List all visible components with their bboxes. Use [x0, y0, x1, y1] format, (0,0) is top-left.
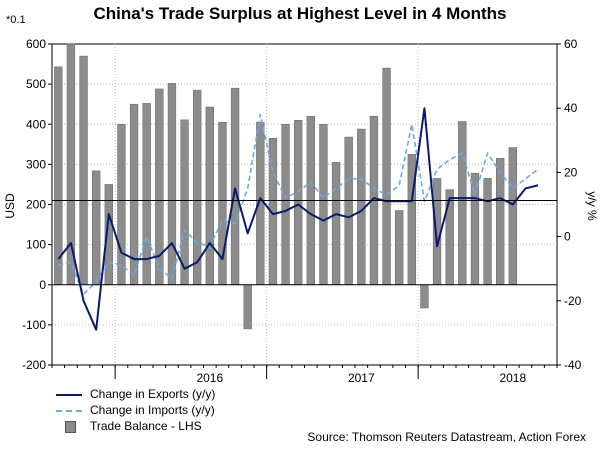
trade-balance-bar — [92, 170, 101, 285]
axes-group: -200-1000100200300400500600-40-200204060… — [22, 37, 582, 385]
legend-swatch-imports — [56, 410, 82, 412]
trade-balance-bar — [243, 284, 252, 330]
y-right-tick-label: 20 — [564, 165, 578, 179]
legend-item-imports: Change in Imports (y/y) — [56, 402, 215, 418]
source-note: Source: Thomson Reuters Datastream, Acti… — [307, 430, 586, 444]
y-left-tick-label: 200 — [26, 198, 46, 212]
trade-balance-bar — [54, 66, 63, 285]
trade-balance-bar — [508, 147, 517, 285]
y-left-tick-label: -200 — [22, 358, 46, 372]
trade-balance-bar — [470, 172, 480, 285]
trade-balance-bar — [382, 67, 391, 285]
legend-label-exports: Change in Exports (y/y) — [90, 387, 216, 401]
trade-balance-bar — [66, 43, 76, 285]
trade-balance-bar — [395, 210, 404, 285]
chart-title: China's Trade Surplus at Highest Level i… — [93, 4, 507, 23]
unit-note: *0.1 — [6, 14, 26, 26]
y-axis-left-label: USD — [3, 193, 17, 219]
legend-swatch-exports — [56, 394, 82, 396]
imports-line — [58, 113, 539, 296]
trade-balance-bar — [230, 87, 240, 285]
y-right-tick-label: 40 — [564, 101, 578, 115]
legend-item-exports: Change in Exports (y/y) — [56, 386, 215, 402]
y-axis-right-label: y/y % — [585, 191, 599, 221]
trade-balance-bar — [445, 189, 454, 285]
x-year-label: 2017 — [348, 371, 375, 385]
y-left-tick-label: 300 — [26, 157, 46, 171]
trade-balance-bar — [483, 178, 492, 285]
y-left-tick-label: 100 — [26, 238, 46, 252]
y-left-tick-label: 600 — [26, 37, 46, 51]
bars-group — [54, 43, 517, 330]
exports-line — [57, 107, 539, 331]
trade-balance-bar — [167, 83, 177, 286]
trade-balance-bar — [180, 119, 189, 286]
trade-balance-bar — [294, 119, 303, 285]
trade-balance-bar — [331, 162, 341, 285]
trade-balance-bar — [117, 124, 126, 285]
y-right-tick-label: -40 — [564, 358, 582, 372]
lines-group — [57, 107, 539, 331]
trade-balance-bar — [420, 284, 429, 309]
trade-balance-bar — [281, 124, 290, 285]
legend-item-balance: Trade Balance - LHS — [56, 418, 215, 434]
y-left-tick-label: 0 — [39, 278, 46, 292]
trade-balance-bar — [496, 158, 505, 285]
y-right-tick-label: -20 — [564, 294, 582, 308]
trade-balance-bar — [319, 124, 328, 285]
trade-balance-bar — [218, 121, 227, 286]
trade-balance-bar — [344, 136, 353, 285]
legend-label-imports: Change in Imports (y/y) — [90, 403, 215, 417]
trade-balance-bar — [193, 89, 202, 285]
y-right-tick-label: 0 — [564, 230, 571, 244]
y-left-tick-label: 400 — [26, 117, 46, 131]
legend-label-balance: Trade Balance - LHS — [90, 419, 202, 433]
trade-balance-bar — [458, 121, 467, 285]
trade-balance-bar — [432, 178, 442, 285]
x-year-label: 2016 — [196, 371, 223, 385]
x-year-label: 2018 — [499, 371, 526, 385]
trade-balance-bar — [205, 106, 214, 285]
gridlines — [52, 44, 557, 365]
y-left-tick-label: -100 — [22, 318, 46, 332]
legend: Change in Exports (y/y) Change in Import… — [56, 386, 215, 434]
trade-balance-bar — [79, 55, 88, 285]
y-right-tick-label: 60 — [564, 37, 578, 51]
y-left-tick-label: 500 — [26, 77, 46, 91]
legend-swatch-balance — [65, 421, 76, 433]
